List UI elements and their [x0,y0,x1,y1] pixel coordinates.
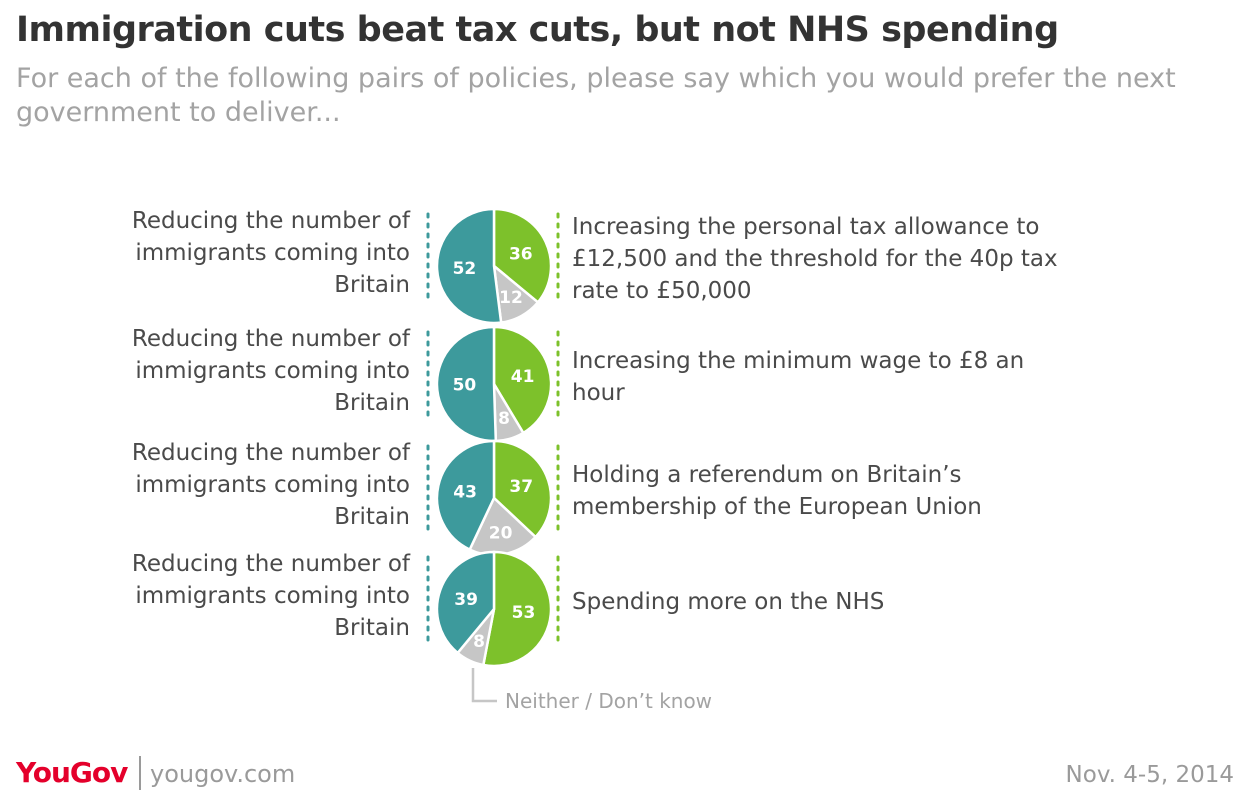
chart-subtitle: For each of the following pairs of polic… [16,63,1176,128]
pie-group-3: 37 20 43 Reducing the number of immigrants c… [132,439,982,557]
right-policy-label-line: Increasing the minimum wage to £8 an [572,348,1024,374]
slice-value-neither: 8 [473,632,485,652]
pie-slice-immigration [435,325,498,443]
slice-value-alternative: 37 [509,477,533,497]
slice-value-alternative: 53 [512,603,536,623]
pie-slice-immigration [435,207,503,325]
right-policy-label-line: hour [572,380,625,406]
slice-value-immigration: 52 [453,259,477,279]
right-policy-label-line: membership of the European Union [572,494,982,520]
left-policy-label-line: immigrants coming into [135,358,410,384]
slice-value-immigration: 50 [453,376,477,396]
left-policy-label-line: immigrants coming into [135,472,410,498]
chart-title: Immigration cuts beat tax cuts, but not … [16,10,1059,50]
pie-slice-alternative [481,550,553,668]
footer-url: yougov.com [150,760,296,788]
pie-slice-immigration [435,439,496,552]
pie-group-1: 36 12 52 Reducing the number of immigrants c… [132,207,1058,325]
left-policy-label-line: Britain [334,504,410,530]
left-policy-label-line: Britain [334,272,410,298]
left-policy-label-line: Reducing the number of [132,551,411,577]
left-policy-label-line: Reducing the number of [132,440,411,466]
neither-dont-know-note: Neither / Don’t know [505,689,712,713]
slice-value-alternative: 41 [511,367,535,387]
left-policy-label-line: Britain [334,390,410,416]
left-policy-label-line: immigrants coming into [135,583,410,609]
right-policy-label-line: £12,500 and the threshold for the 40p ta… [572,246,1058,272]
left-policy-label-line: Reducing the number of [132,208,411,234]
left-policy-label-line: Britain [334,615,410,641]
left-policy-label-line: Reducing the number of [132,326,411,352]
pie-group-4: 53 8 39 Reducing the number of immigrants co… [132,550,884,668]
slice-value-immigration: 39 [454,590,478,610]
right-policy-label-line: Increasing the personal tax allowance to [572,214,1039,240]
pie-slice-alternative [492,207,553,305]
pie-group-2: 41 8 50 Reducing the number of immigrants co… [132,325,1024,443]
annotation-bracket [471,668,497,703]
pie-slice-alternative [492,439,553,539]
slice-value-immigration: 43 [453,483,477,503]
right-policy-label-line: Holding a referendum on Britain’s [572,462,962,488]
survey-date: Nov. 4-5, 2014 [1065,762,1234,788]
slice-value-neither: 8 [498,409,510,429]
slice-value-alternative: 36 [509,244,533,264]
slice-value-neither: 12 [499,288,523,308]
footer-divider [139,756,141,790]
pie-slice-immigration [435,550,496,655]
right-policy-label-line: Spending more on the NHS [572,589,884,615]
right-policy-label-line: rate to £50,000 [572,278,752,304]
left-policy-label-line: immigrants coming into [135,240,410,266]
yougov-logo: YouGov [16,756,128,789]
slice-value-neither: 20 [489,524,513,544]
